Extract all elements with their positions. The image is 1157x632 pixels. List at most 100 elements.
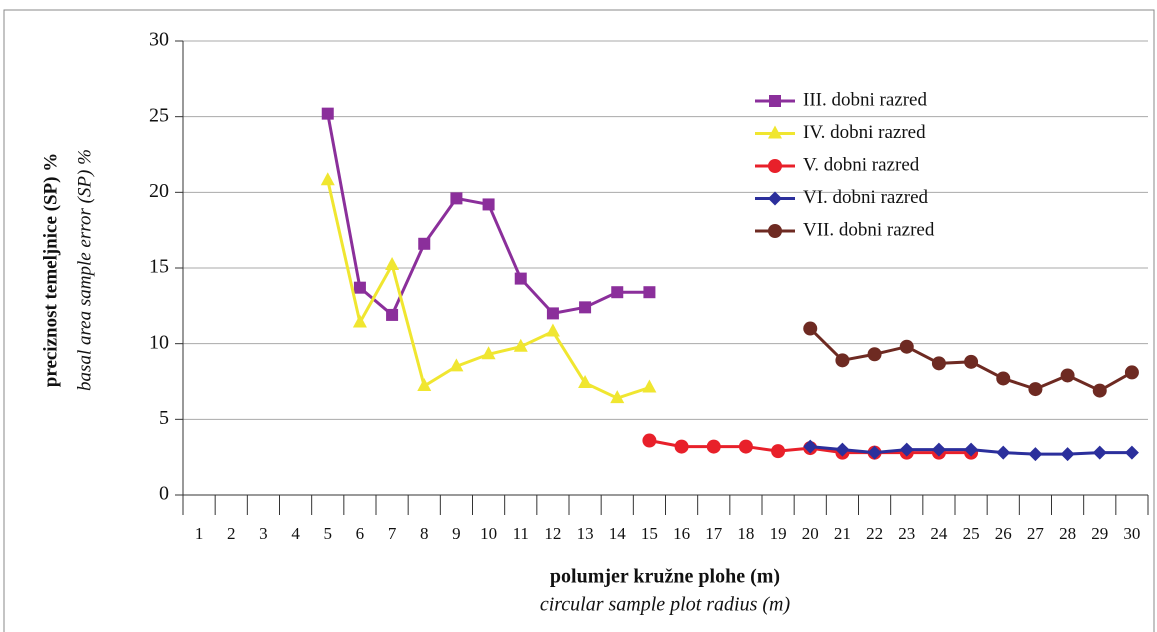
- marker: [610, 390, 625, 404]
- marker: [1060, 447, 1075, 462]
- x-tick-label: 17: [705, 524, 723, 543]
- x-tick-label: 23: [898, 524, 915, 543]
- x-tick-label: 6: [356, 524, 365, 543]
- marker: [1124, 445, 1139, 460]
- marker: [931, 356, 946, 371]
- marker: [385, 256, 400, 270]
- marker: [835, 442, 850, 457]
- marker: [578, 375, 593, 389]
- y-axis-label-secondary: basal area sample error (SP) %: [74, 149, 95, 391]
- x-tick-label: 30: [1123, 524, 1140, 543]
- y-tick-label: 0: [159, 483, 169, 505]
- marker: [546, 307, 559, 320]
- y-tick-label: 25: [149, 104, 169, 126]
- marker: [1124, 365, 1139, 380]
- x-tick-label: 11: [513, 524, 529, 543]
- marker: [768, 159, 782, 173]
- marker: [1092, 383, 1107, 398]
- marker: [643, 286, 656, 299]
- x-tick-label: 16: [673, 524, 690, 543]
- marker: [964, 354, 979, 369]
- x-tick-label: 24: [930, 524, 948, 543]
- legend-label: VI. dobni razred: [803, 187, 929, 208]
- marker: [964, 442, 979, 457]
- marker: [996, 371, 1011, 386]
- x-tick-label: 2: [227, 524, 236, 543]
- x-axis-label-secondary: circular sample plot radius (m): [540, 594, 791, 616]
- y-axis-label: preciznost temeljnice (SP) %: [40, 153, 61, 387]
- marker: [449, 358, 464, 372]
- x-tick-label: 26: [995, 524, 1012, 543]
- marker: [482, 198, 495, 211]
- marker: [867, 347, 882, 362]
- marker: [386, 308, 399, 321]
- marker: [321, 107, 334, 120]
- marker: [769, 95, 781, 107]
- x-tick-label: 22: [866, 524, 883, 543]
- y-tick-label: 15: [149, 256, 169, 278]
- x-tick-label: 5: [324, 524, 333, 543]
- x-tick-label: 15: [641, 524, 658, 543]
- marker: [835, 353, 850, 368]
- marker: [899, 339, 914, 354]
- x-tick-label: 21: [834, 524, 851, 543]
- y-tick-label: 5: [159, 407, 169, 429]
- marker: [513, 338, 528, 352]
- marker: [771, 444, 786, 459]
- legend-label: VII. dobni razred: [803, 219, 935, 240]
- marker: [579, 301, 592, 314]
- marker: [481, 346, 496, 360]
- marker: [803, 439, 818, 454]
- marker: [1028, 382, 1043, 397]
- x-tick-label: 18: [737, 524, 754, 543]
- marker: [642, 379, 657, 393]
- marker: [1060, 368, 1075, 383]
- marker: [353, 281, 366, 294]
- x-tick-label: 8: [420, 524, 429, 543]
- marker: [738, 439, 753, 454]
- x-tick-label: 27: [1027, 524, 1045, 543]
- series-line: [326, 113, 650, 318]
- x-tick-label: 1: [195, 524, 204, 543]
- x-tick-label: 25: [963, 524, 980, 543]
- marker: [1092, 445, 1107, 460]
- marker: [642, 433, 657, 448]
- marker: [768, 191, 782, 206]
- legend-label: V. dobni razred: [803, 154, 920, 175]
- x-tick-label: 14: [609, 524, 627, 543]
- x-tick-label: 10: [480, 524, 497, 543]
- marker: [352, 314, 367, 328]
- x-tick-label: 28: [1059, 524, 1076, 543]
- x-tick-label: 7: [388, 524, 397, 543]
- marker: [768, 125, 782, 139]
- marker: [899, 442, 914, 457]
- marker: [611, 286, 624, 299]
- x-tick-label: 19: [770, 524, 787, 543]
- marker: [418, 237, 431, 250]
- marker: [514, 272, 527, 285]
- x-tick-label: 9: [452, 524, 461, 543]
- series-line: [326, 179, 650, 400]
- marker: [931, 442, 946, 457]
- marker: [450, 192, 463, 205]
- legend-label: III. dobni razred: [803, 89, 927, 110]
- marker: [867, 445, 882, 460]
- x-axis-label: polumjer kružne plohe (m): [550, 566, 780, 588]
- marker: [706, 439, 721, 454]
- x-tick-label: 3: [259, 524, 268, 543]
- y-tick-label: 30: [149, 29, 169, 51]
- legend-label: IV. dobni razred: [803, 122, 926, 143]
- x-tick-label: 12: [544, 524, 561, 543]
- y-tick-label: 10: [149, 331, 169, 353]
- x-tick-label: 13: [577, 524, 594, 543]
- frame: [3, 9, 1155, 632]
- marker: [768, 224, 782, 238]
- x-tick-label: 4: [291, 524, 300, 543]
- marker: [803, 321, 818, 336]
- x-tick-label: 20: [802, 524, 819, 543]
- y-tick-label: 20: [149, 180, 169, 202]
- x-tick-label: 29: [1091, 524, 1108, 543]
- marker: [320, 172, 335, 186]
- marker: [417, 378, 432, 392]
